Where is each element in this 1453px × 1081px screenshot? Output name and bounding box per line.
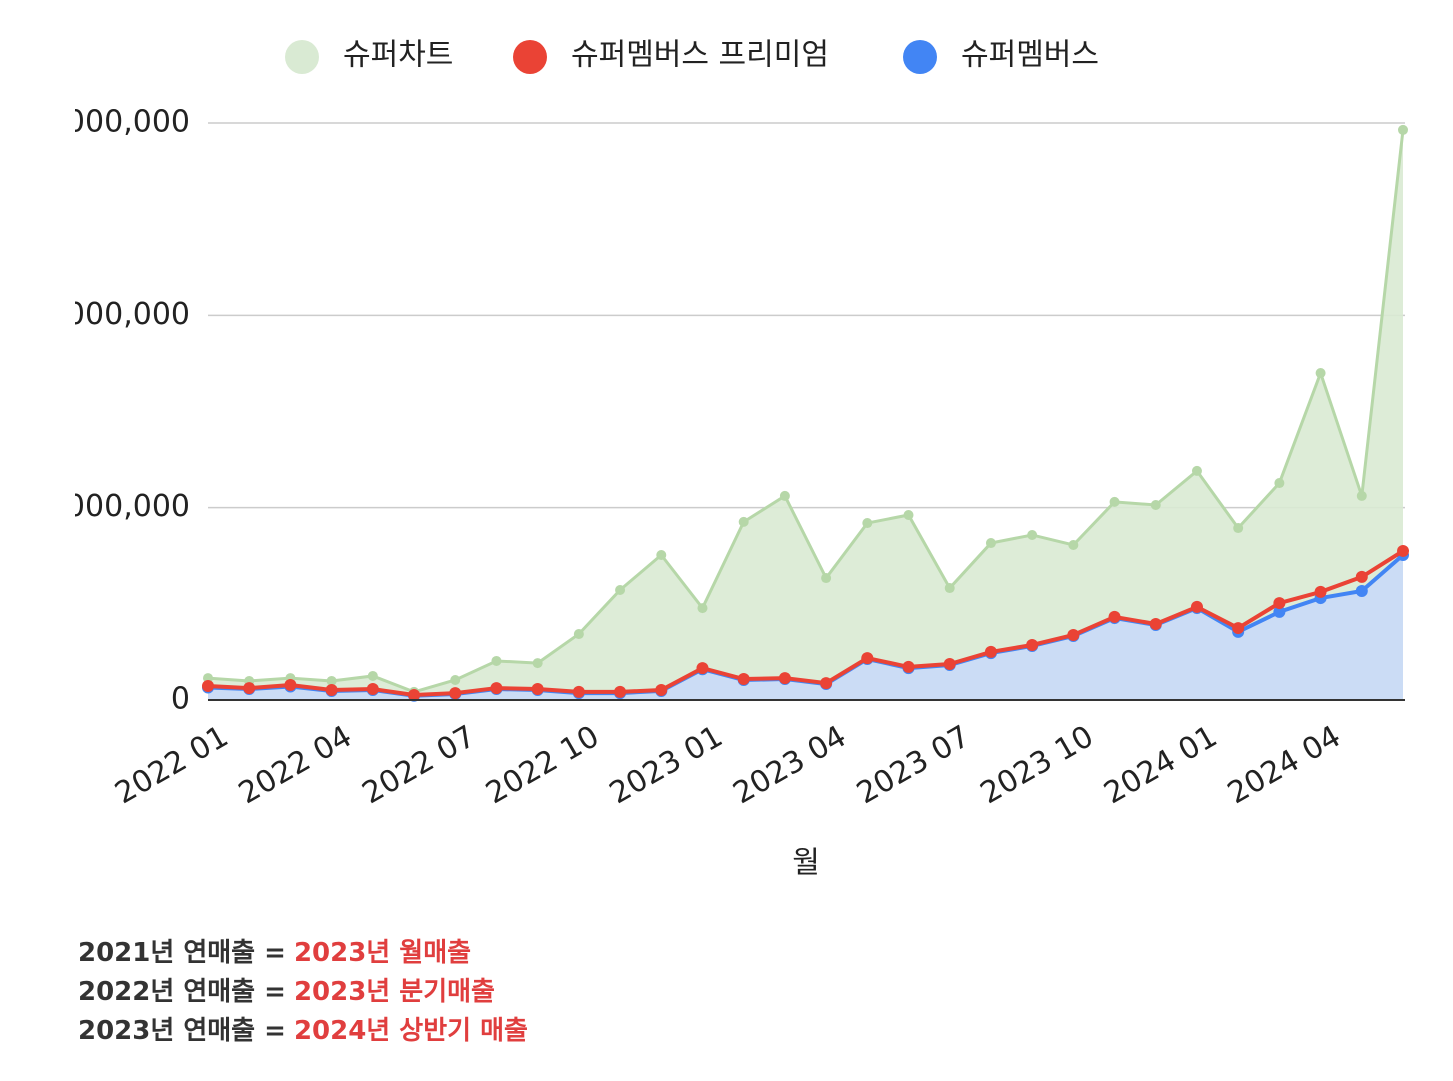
x-tick-label: 2023 10 [975, 719, 1100, 811]
point [902, 660, 915, 673]
point [1150, 499, 1161, 510]
x-tick-label: 2024 04 [1222, 719, 1347, 811]
point [532, 658, 543, 669]
point [985, 538, 996, 549]
note-left: 2023년 연매출 = [78, 1016, 286, 1046]
x-tick-label: 2023 01 [604, 719, 729, 811]
note-row: 2022년 연매출 = 2023년 분기매출 [78, 973, 528, 1012]
point [1314, 585, 1327, 598]
point [697, 603, 708, 614]
y-tick-label: 1,000,000 [37, 489, 190, 524]
point [696, 662, 709, 675]
x-tick-label: 2022 10 [480, 719, 605, 811]
point [656, 549, 667, 560]
point [862, 518, 873, 529]
y-tick-label: 3,000,000 [37, 105, 190, 140]
y-tick-labels: 0 1,000,000 2,000,000 3,000,000 [37, 105, 190, 717]
point [1356, 490, 1367, 501]
point [1191, 465, 1202, 476]
point [614, 685, 627, 698]
point [491, 655, 502, 666]
point [531, 683, 544, 696]
legend-label: 슈퍼차트 [343, 38, 453, 73]
legend-label: 슈퍼멤버스 [961, 38, 1099, 73]
point [573, 629, 584, 640]
point [1190, 600, 1203, 613]
point [615, 584, 626, 595]
point [325, 683, 338, 696]
area [208, 554, 1403, 700]
point [1233, 523, 1244, 534]
point [1232, 622, 1245, 635]
legend-marker [513, 40, 547, 74]
note-row: 2021년 연매출 = 2023년 월매출 [78, 934, 528, 973]
point [821, 573, 832, 584]
point [1274, 478, 1285, 489]
point [903, 509, 914, 520]
line [207, 549, 1405, 698]
legend-label: 슈퍼멤버스 프리미엄 [571, 38, 829, 73]
point [779, 490, 790, 501]
point [243, 682, 256, 695]
note-right: 2023년 월매출 [293, 938, 472, 968]
point [1315, 368, 1326, 379]
point [984, 645, 997, 658]
x-tick-label: 2024 01 [1098, 719, 1223, 811]
point [326, 675, 337, 686]
point [944, 583, 955, 594]
note-right: 2024년 상반기 매출 [293, 1016, 528, 1046]
point [449, 687, 462, 700]
point [367, 670, 378, 681]
point [366, 683, 379, 696]
point [738, 516, 749, 527]
note-row: 2023년 연매출 = 2024년 상반기 매출 [78, 1012, 528, 1051]
point [1026, 638, 1039, 651]
note-left: 2021년 연매출 = [78, 938, 286, 968]
x-tick-label: 2022 01 [109, 719, 234, 811]
point [1397, 544, 1409, 557]
point [655, 683, 668, 696]
x-tick-label: 2023 04 [727, 719, 852, 811]
point [861, 652, 874, 665]
point [408, 688, 421, 701]
point [1067, 628, 1080, 641]
x-tick-label: 2022 04 [233, 719, 358, 811]
line [207, 129, 1405, 694]
x-axis-label: 월 [792, 846, 820, 881]
point [1068, 539, 1079, 550]
point [572, 685, 585, 698]
point [1355, 584, 1368, 597]
point [1027, 529, 1038, 540]
point [1149, 618, 1162, 631]
point [1273, 605, 1286, 618]
point [202, 679, 214, 692]
point [1109, 496, 1120, 507]
y-tick-label: 2,000,000 [37, 297, 190, 332]
x-tick-label: 2022 07 [357, 719, 482, 811]
point [490, 682, 503, 695]
point [1273, 597, 1286, 610]
point [1355, 570, 1368, 583]
area [208, 129, 1403, 700]
point [943, 658, 956, 671]
legend-marker [903, 40, 937, 74]
point [778, 672, 791, 685]
legend-marker [285, 40, 319, 74]
notes: 2021년 연매출 = 2023년 월매출 2022년 연매출 = 2023년 분기매… [78, 934, 528, 1051]
point [1108, 610, 1121, 623]
note-left: 2022년 연매출 = [78, 977, 286, 1007]
point [1398, 124, 1408, 135]
note-right: 2023년 분기매출 [293, 977, 495, 1007]
point [737, 673, 750, 686]
x-tick-label: 2023 07 [851, 719, 976, 811]
point [450, 674, 461, 685]
point [284, 678, 297, 691]
y-tick-label: 0 [171, 682, 190, 717]
point [820, 677, 833, 690]
